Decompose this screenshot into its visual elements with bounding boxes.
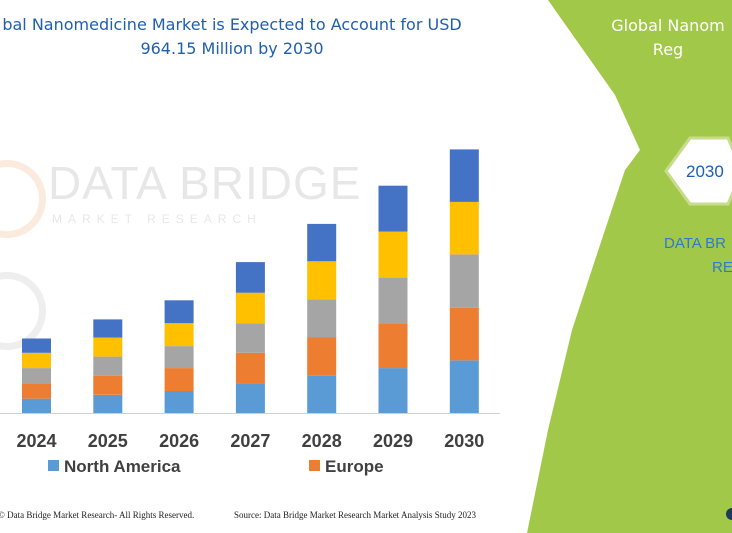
bar-segment-2026-2 (164, 346, 194, 369)
x-tick-label: 2027 (230, 431, 270, 451)
side-panel-subtitle-line-1: DATA BR (664, 235, 726, 252)
bar-segment-2027-2 (235, 323, 265, 353)
bar-segment-2025-4 (93, 319, 123, 338)
bar-segment-2024-0 (22, 398, 51, 413)
bar-segment-2029-4 (378, 185, 408, 232)
bar-segment-2027-3 (235, 292, 265, 324)
bar-segment-2027-1 (235, 352, 265, 384)
bar-segment-2024-4 (22, 338, 51, 353)
x-tick-label: 2024 (16, 431, 56, 451)
bar-segment-2029-3 (378, 231, 408, 278)
bar-segment-2029-0 (378, 368, 408, 413)
bar-segment-2026-3 (164, 323, 194, 347)
x-tick-label: 2030 (444, 431, 484, 451)
side-panel-background (527, 0, 732, 533)
bar-segment-2030-4 (449, 149, 479, 202)
legend: North America Europe (48, 457, 384, 476)
bar-segment-2028-4 (307, 223, 337, 262)
side-panel-title: Global Nanom Reg (598, 14, 732, 62)
side-panel-year: 2030 (686, 162, 724, 181)
nav-dot (726, 508, 732, 520)
bar-segment-2029-2 (378, 277, 408, 324)
bar-segment-2025-1 (93, 375, 123, 395)
bar-segment-2024-2 (22, 368, 51, 384)
legend-swatch (309, 460, 320, 471)
bar-segment-2027-4 (235, 262, 265, 293)
chart-title-line-2: 964.15 Million by 2030 (140, 39, 324, 58)
footer-source: Source: Data Bridge Market Research Mark… (234, 510, 476, 520)
side-panel (527, 0, 732, 533)
legend-label: North America (64, 457, 181, 476)
bars (22, 149, 479, 413)
bar-segment-2025-0 (93, 394, 123, 413)
bar-segment-2027-0 (235, 383, 265, 413)
bar-segment-2024-3 (22, 352, 51, 369)
chart-title-line-1: bal Nanomedicine Market is Expected to A… (2, 15, 462, 34)
bar-segment-2024-1 (22, 383, 51, 399)
bar-segment-2025-3 (93, 337, 123, 357)
x-tick-label: 2029 (373, 431, 413, 451)
bar-segment-2030-1 (449, 307, 479, 361)
x-tick-labels: 2024 2025 2026 2027 2028 2029 2030 (16, 431, 484, 451)
bar-segment-2026-1 (164, 368, 194, 391)
bar-segment-2030-2 (449, 254, 479, 308)
bar-segment-2029-1 (378, 323, 408, 369)
watermark-tagline: MARKET RESEARCH (52, 212, 262, 226)
side-panel-subtitle: DATA BR RE (664, 232, 732, 280)
x-tick-label: 2028 (302, 431, 342, 451)
bar-segment-2026-4 (164, 300, 194, 324)
bar-segment-2025-2 (93, 356, 123, 376)
side-panel-subtitle-line-2: RE (712, 259, 732, 276)
year-hexagon-badge (664, 136, 732, 206)
bar-segment-2030-3 (449, 201, 479, 255)
bar-segment-2028-1 (307, 337, 337, 376)
side-panel-title-line-1: Global Nanom (611, 16, 725, 35)
bar-segment-2030-0 (449, 360, 479, 413)
footer-copyright: © Data Bridge Market Research- All Right… (0, 510, 195, 520)
x-tick-label: 2025 (88, 431, 128, 451)
legend-label: Europe (325, 457, 384, 476)
side-panel-title-line-2: Reg (652, 40, 684, 59)
bar-segment-2028-2 (307, 299, 337, 338)
watermark-circle-icon (0, 160, 46, 238)
bar-segment-2028-3 (307, 261, 337, 300)
watermark-brand: DATA BRIDGE (48, 157, 362, 209)
bar-segment-2026-0 (164, 391, 194, 413)
legend-swatch (48, 460, 59, 471)
x-tick-label: 2026 (159, 431, 199, 451)
chart-title: bal Nanomedicine Market is Expected to A… (0, 13, 492, 61)
bar-segment-2028-0 (307, 375, 337, 413)
